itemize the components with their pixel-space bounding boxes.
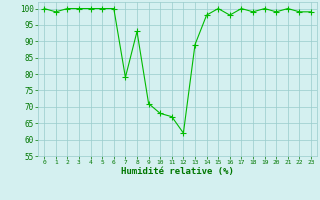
X-axis label: Humidité relative (%): Humidité relative (%) [121, 167, 234, 176]
